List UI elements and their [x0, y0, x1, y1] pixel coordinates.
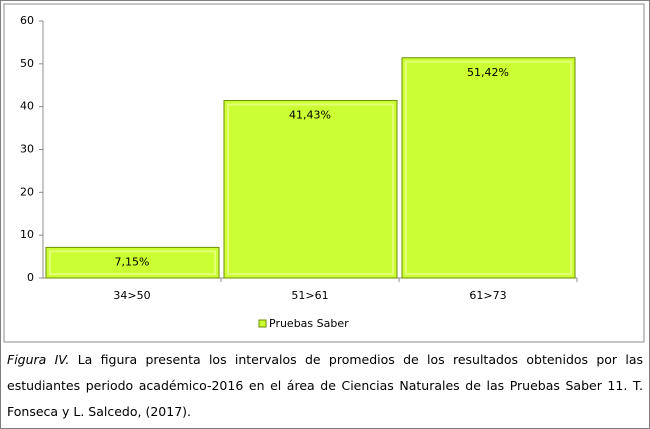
bar-bevel: [405, 60, 572, 275]
y-tick-label: 60: [20, 14, 34, 27]
y-tick-label: 10: [20, 228, 34, 241]
y-tick-label: 0: [27, 271, 34, 284]
bar: [45, 246, 220, 279]
bar: [223, 100, 398, 279]
value-label: 7,15%: [115, 255, 150, 268]
legend-label: Pruebas Saber: [269, 317, 349, 330]
chart: 0 10 20 30 40 50 60 34>50 7,15% 51>61 41,43% 61>73 5…: [3, 3, 645, 343]
caption: Figura IV. La figura presenta los interv…: [7, 347, 643, 425]
value-label: 51,42%: [467, 66, 509, 79]
y-tick-label: 20: [20, 185, 34, 198]
caption-label: Figura IV.: [7, 352, 70, 367]
x-tick-label: 51>61: [291, 289, 328, 302]
bar-bevel: [49, 250, 216, 275]
value-label: 41,43%: [289, 109, 331, 122]
bar-bevel: [227, 103, 394, 275]
y-tick-label: 40: [20, 100, 34, 113]
x-tick-label: 34>50: [113, 289, 150, 302]
legend-swatch: [258, 319, 267, 328]
x-tick-label: 61>73: [469, 289, 506, 302]
y-tick-label: 50: [20, 57, 34, 70]
caption-text: La figura presenta los intervalos de pro…: [7, 352, 644, 419]
y-tick-label: 30: [20, 143, 34, 156]
bar: [401, 57, 576, 279]
